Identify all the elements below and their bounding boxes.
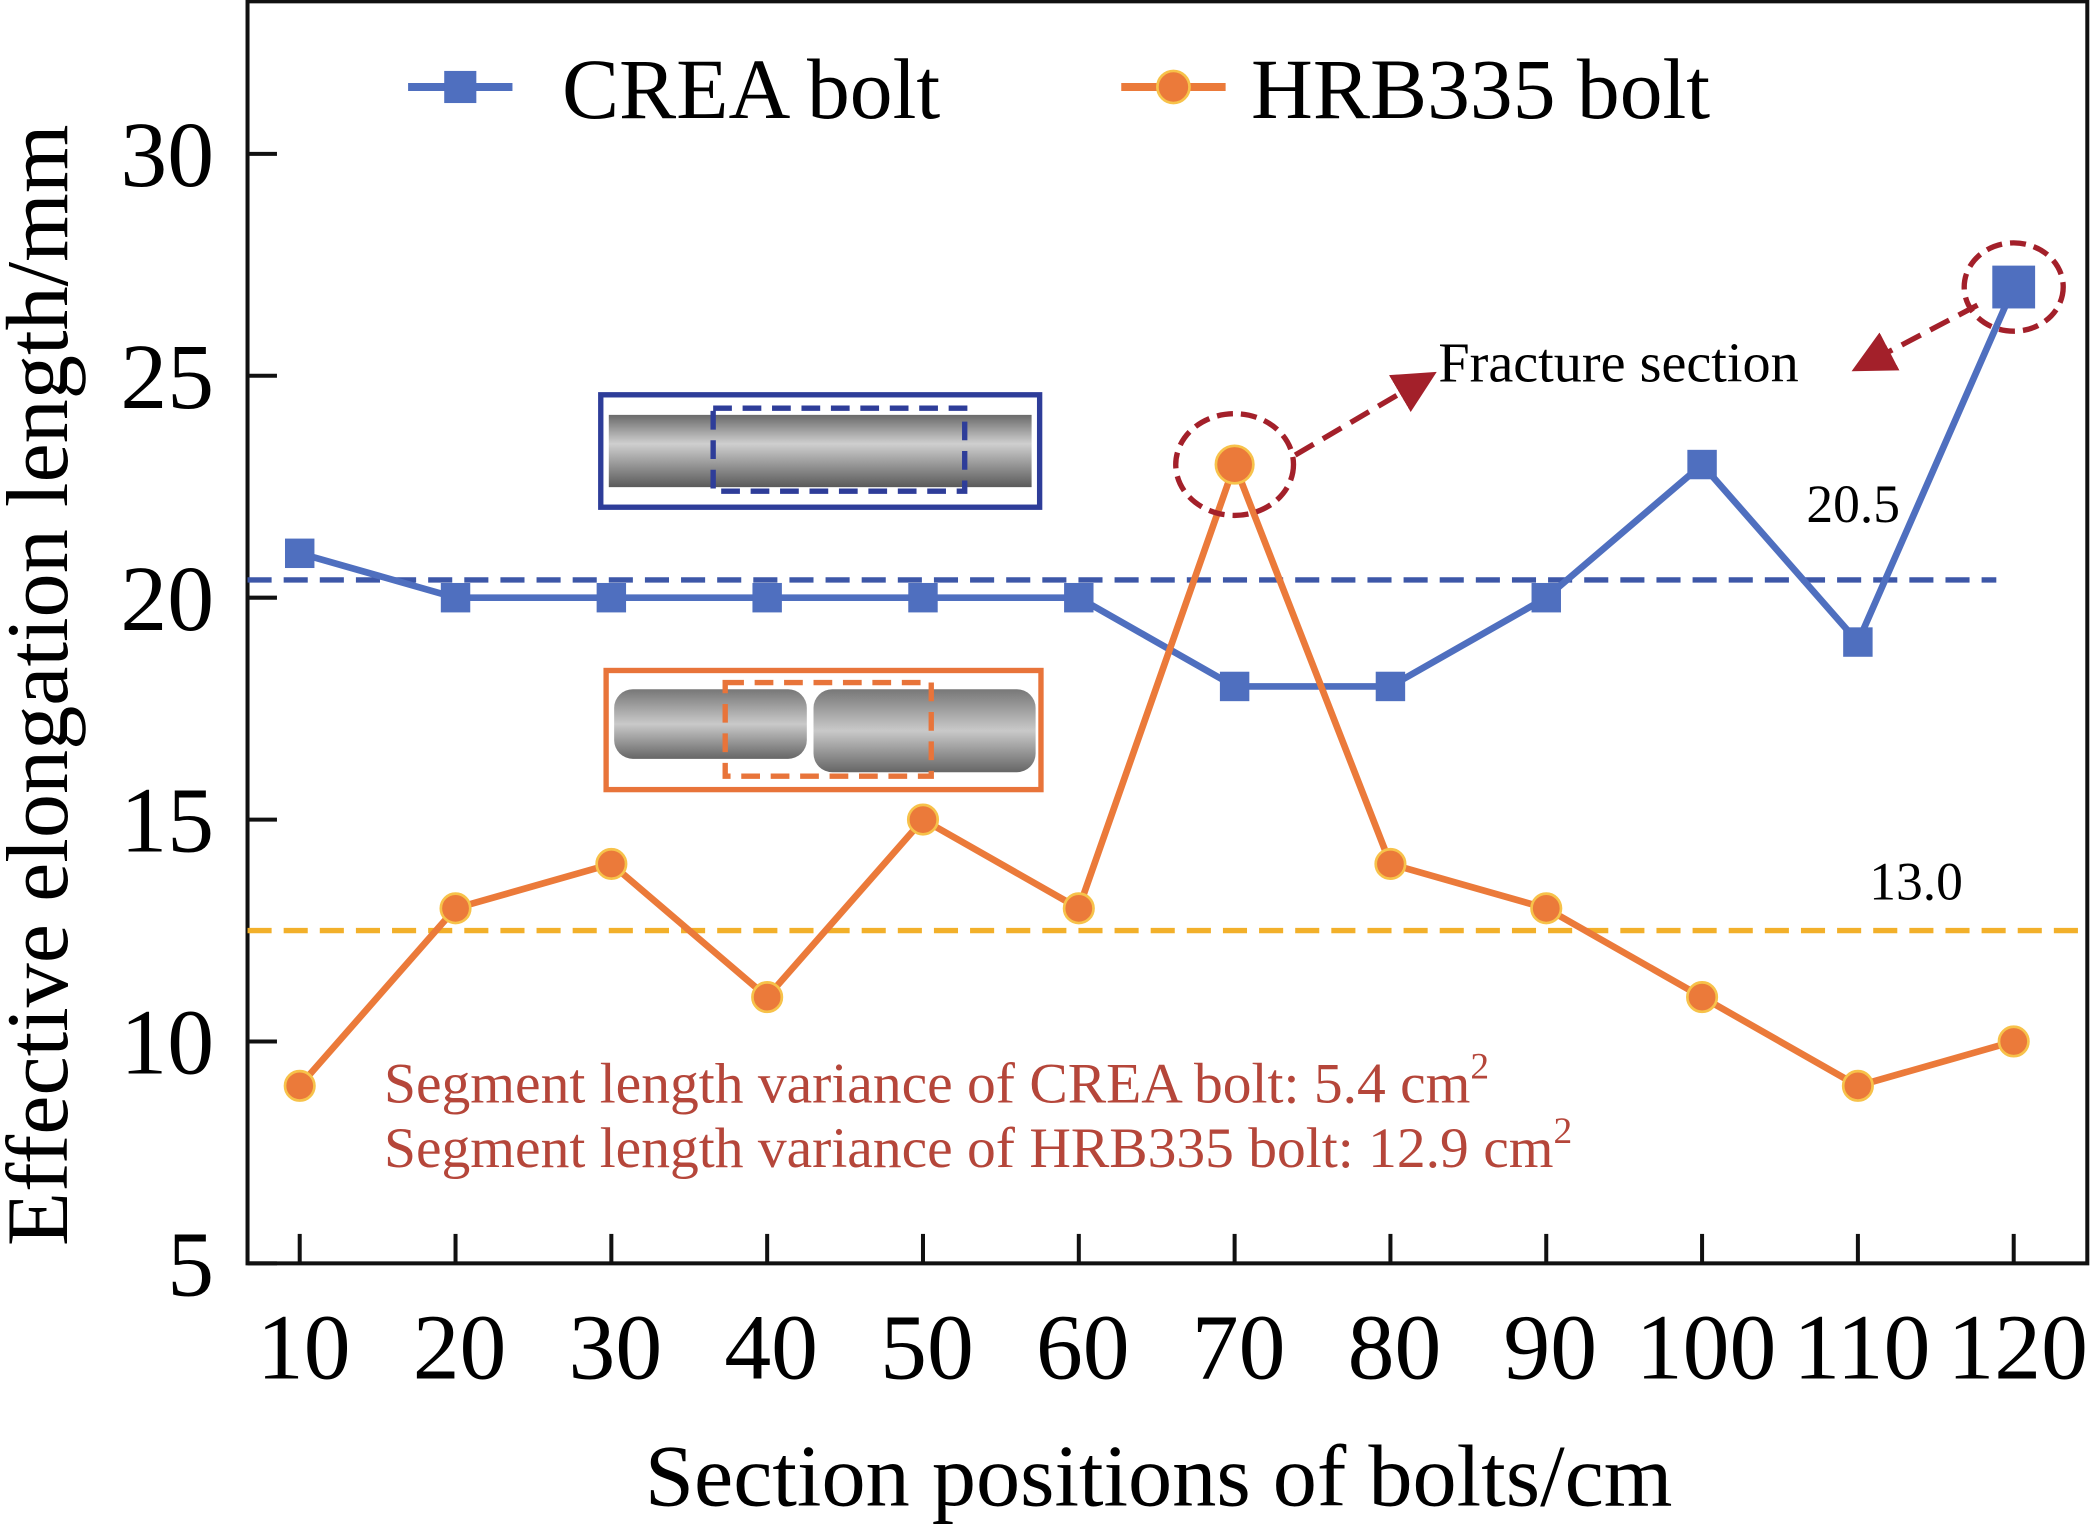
x-tick-label: 120 [1947, 1296, 2087, 1399]
variance-superscript: 2 [1470, 1047, 1489, 1088]
data-point-crea [908, 582, 938, 613]
data-point-crea [1992, 265, 2036, 309]
series-line [297, 454, 2015, 1090]
data-point-crea [284, 538, 315, 569]
data-point-hrb335 [1214, 444, 1255, 485]
data-point-hrb335 [1686, 981, 1719, 1014]
x-tick-label: 90 [1503, 1296, 1597, 1399]
x-tick-label: 20 [413, 1296, 507, 1399]
legend-label: CREA bolt [562, 42, 940, 137]
data-point-crea [1531, 582, 1561, 613]
data-point-hrb335 [1062, 892, 1095, 925]
plot-frame [245, 0, 2090, 1266]
data-point-hrb335 [283, 1069, 316, 1102]
fracture-arrow [1293, 371, 1437, 458]
data-point-hrb335 [439, 892, 472, 925]
legend-square-marker [444, 70, 477, 104]
series-line [298, 285, 2017, 690]
fracture-highlight-circle [1961, 240, 2066, 334]
data-point-crea [596, 582, 627, 613]
y-tick-label: 10 [120, 992, 214, 1095]
legend-label: HRB335 bolt [1251, 42, 1710, 137]
x-tick-label: 40 [724, 1296, 818, 1399]
variance-superscript: 2 [1553, 1111, 1572, 1152]
data-point-hrb335 [1530, 892, 1563, 925]
data-point-hrb335 [1841, 1069, 1874, 1102]
data-point-hrb335 [595, 847, 628, 881]
legend-circle-marker [1156, 69, 1191, 105]
data-point-hrb335 [751, 981, 784, 1014]
y-tick-label: 25 [120, 326, 214, 429]
x-tick-label: 80 [1348, 1296, 1442, 1399]
fracture-section-label: Fracture section [1438, 332, 1798, 394]
x-tick-label: 60 [1036, 1296, 1130, 1399]
data-point-hrb335 [1374, 847, 1407, 881]
x-axis-label: Section positions of bolts/cm [645, 1428, 1673, 1526]
crea-bolt-photo-inset [598, 392, 1043, 510]
x-tick-label: 10 [257, 1296, 351, 1399]
x-tick-label: 100 [1636, 1296, 1776, 1399]
fracture-arrow [1851, 302, 1979, 372]
x-tick-label: 110 [1793, 1296, 1930, 1399]
y-tick-label: 15 [120, 770, 214, 873]
variance-text: Segment length variance of HRB335 bolt: … [384, 1117, 1553, 1180]
y-axis-label: Effective elongation length/mm [0, 124, 87, 1246]
y-tick-label: 20 [120, 548, 214, 651]
y-tick-label: 5 [167, 1213, 214, 1316]
data-point-crea [1219, 671, 1250, 702]
fracture-highlight-circle [1173, 411, 1297, 519]
x-tick-label: 50 [880, 1296, 974, 1399]
data-point-crea [1843, 627, 1873, 657]
data-point-crea [1687, 449, 1717, 480]
data-point-hrb335 [906, 803, 940, 836]
x-tick-label: 70 [1192, 1296, 1286, 1399]
data-point-crea [1064, 582, 1094, 613]
variance-note: Segment length variance of HRB335 bolt: … [384, 1111, 1572, 1180]
mean-reference-label: 13.0 [1869, 851, 1963, 911]
data-point-hrb335 [1997, 1025, 2030, 1058]
variance-note: Segment length variance of CREA bolt: 5.… [384, 1047, 1489, 1116]
variance-text: Segment length variance of CREA bolt: 5.… [384, 1053, 1470, 1116]
x-tick-label: 30 [569, 1296, 663, 1399]
data-point-crea [752, 582, 782, 613]
mean-reference-label: 20.5 [1806, 474, 1900, 534]
data-point-crea [1375, 671, 1406, 702]
y-tick-label: 30 [120, 104, 214, 207]
data-point-crea [440, 582, 471, 613]
hrb335-bolt-photo-inset [603, 667, 1044, 793]
